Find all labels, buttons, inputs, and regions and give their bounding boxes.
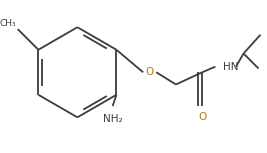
- Text: HN: HN: [223, 62, 238, 72]
- Text: NH₂: NH₂: [103, 114, 123, 124]
- Text: CH₃: CH₃: [0, 19, 16, 28]
- Text: O: O: [198, 112, 206, 122]
- Text: O: O: [146, 67, 154, 77]
